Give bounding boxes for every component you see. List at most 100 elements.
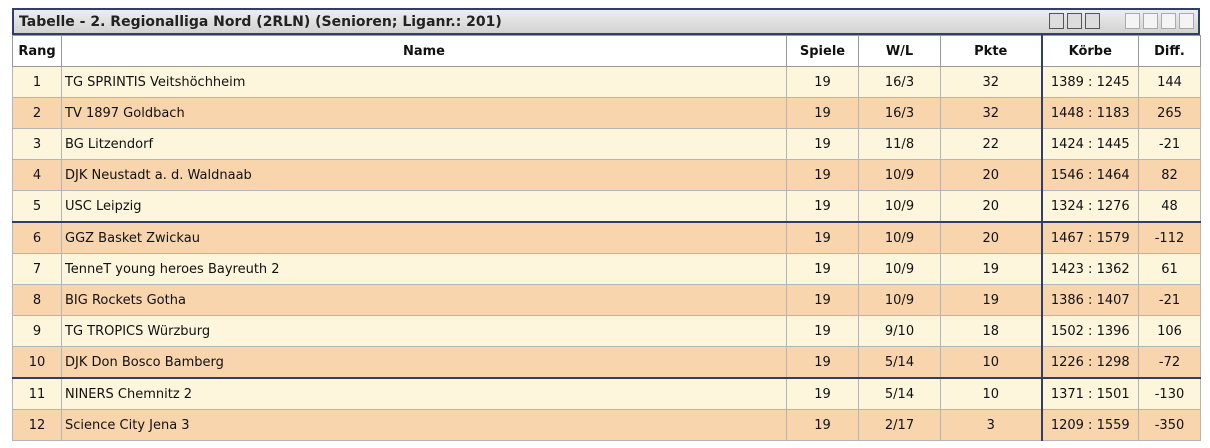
last-page-button[interactable]: [1179, 13, 1194, 29]
column-header: Rang: [12, 35, 62, 67]
table-cell: 19: [786, 190, 859, 223]
column-header: Pkte: [940, 35, 1042, 67]
table-cell: 4: [12, 159, 62, 191]
table-cell: 2: [12, 97, 62, 129]
table-cell: 19: [786, 284, 859, 316]
table-cell: 19: [786, 346, 859, 379]
table-cell: -21: [1138, 284, 1201, 316]
table-cell: 16/3: [858, 66, 941, 98]
table-cell: 10/9: [858, 253, 941, 285]
league-table-panel: Tabelle - 2. Regionalliga Nord (2RLN) (S…: [12, 8, 1201, 441]
table-cell: -350: [1138, 409, 1201, 441]
table-cell: TG SPRINTIS Veitshöchheim: [61, 66, 787, 98]
table-cell: 265: [1138, 97, 1201, 129]
team-row: 7 TenneT young heroes Bayreuth 2 19 10/9 19 1…: [12, 253, 1201, 285]
table-cell: TG TROPICS Würzburg: [61, 315, 787, 347]
table-cell: -130: [1138, 377, 1201, 410]
team-row: 10 DJK Don Bosco Bamberg 19 5/14 10 1226 : 12…: [12, 346, 1201, 379]
export-icon[interactable]: [1067, 13, 1082, 29]
table-cell: BG Litzendorf: [61, 128, 787, 160]
table-cell: TV 1897 Goldbach: [61, 97, 787, 129]
team-row: 9 TG TROPICS Würzburg 19 9/10 18 1502 : 1396 1…: [12, 315, 1201, 347]
table-cell: 19: [786, 128, 859, 160]
table-cell: 5/14: [858, 346, 941, 379]
table-cell: GGZ Basket Zwickau: [61, 221, 787, 254]
table-cell: 20: [940, 190, 1042, 223]
table-cell: 1424 : 1445: [1040, 128, 1139, 160]
first-page-button[interactable]: [1125, 13, 1140, 29]
column-header: Körbe: [1040, 35, 1139, 67]
table-cell: 144: [1138, 66, 1201, 98]
table-cell: 12: [12, 409, 62, 441]
table-cell: 32: [940, 97, 1042, 129]
column-header: Name: [61, 35, 787, 67]
table-cell: 6: [12, 221, 62, 254]
table-cell: 10: [12, 346, 62, 379]
table-cell: 11: [12, 377, 62, 410]
table-cell: -72: [1138, 346, 1201, 379]
team-row: 8 BIG Rockets Gotha 19 10/9 19 1386 : 1407 -21: [12, 284, 1201, 316]
table-cell: -21: [1138, 128, 1201, 160]
table-cell: 19: [786, 97, 859, 129]
team-row: 11 NINERS Chemnitz 2 19 5/14 10 1371 : 1501 -1…: [12, 377, 1201, 410]
table-cell: 19: [786, 377, 859, 410]
table-cell: 106: [1138, 315, 1201, 347]
table-body: 1 TG SPRINTIS Veitshöchheim 19 16/3 32 1389 :…: [12, 66, 1201, 441]
chart-icon[interactable]: [1085, 13, 1100, 29]
header-row: Rang Name Spiele W/L Pkte Körbe Diff.: [12, 35, 1201, 67]
table-cell: 32: [940, 66, 1042, 98]
table-cell: 1467 : 1579: [1040, 221, 1139, 254]
table-cell: 61: [1138, 253, 1201, 285]
print-icon[interactable]: [1049, 13, 1064, 29]
table-cell: 19: [786, 409, 859, 441]
team-row: 3 BG Litzendorf 19 11/8 22 1424 : 1445 -21: [12, 128, 1201, 160]
table-cell: 19: [940, 284, 1042, 316]
table-cell: 1: [12, 66, 62, 98]
table-cell: 9: [12, 315, 62, 347]
table-cell: 1423 : 1362: [1040, 253, 1139, 285]
table-cell: 9/10: [858, 315, 941, 347]
table-cell: 1371 : 1501: [1040, 377, 1139, 410]
table-cell: 8: [12, 284, 62, 316]
team-row: 12 Science City Jena 3 19 2/17 3 1209 : 1559-…: [12, 409, 1201, 441]
table-cell: DJK Neustadt a. d. Waldnaab: [61, 159, 787, 191]
table-cell: 10/9: [858, 159, 941, 191]
standings-table: Rang Name Spiele W/L Pkte Körbe Diff. 1 TG SPRI…: [12, 35, 1201, 441]
column-header: W/L: [858, 35, 941, 67]
table-cell: 10/9: [858, 190, 941, 223]
table-cell: 18: [940, 315, 1042, 347]
table-cell: 19: [786, 159, 859, 191]
table-cell: Science City Jena 3: [61, 409, 787, 441]
toolbar: [1049, 13, 1194, 29]
table-cell: 1209 : 1559: [1040, 409, 1139, 441]
table-cell: 1448 : 1183: [1040, 97, 1139, 129]
table-cell: 11/8: [858, 128, 941, 160]
table-cell: 20: [940, 221, 1042, 254]
table-cell: 5/14: [858, 377, 941, 410]
table-cell: 10: [940, 377, 1042, 410]
table-cell: 1324 : 1276: [1040, 190, 1139, 223]
table-cell: 2/17: [858, 409, 941, 441]
table-cell: 20: [940, 159, 1042, 191]
prev-page-button[interactable]: [1143, 13, 1158, 29]
table-cell: 3: [12, 128, 62, 160]
table-cell: -112: [1138, 221, 1201, 254]
table-cell: 19: [940, 253, 1042, 285]
team-row: 5 USC Leipzig 19 10/9 20 1324 : 1276 48: [12, 190, 1201, 223]
table-cell: BIG Rockets Gotha: [61, 284, 787, 316]
team-row: 2 TV 1897 Goldbach 19 16/3 32 1448 : 1183 265: [12, 97, 1201, 129]
table-cell: 1386 : 1407: [1040, 284, 1139, 316]
title-bar: Tabelle - 2. Regionalliga Nord (2RLN) (S…: [12, 8, 1200, 35]
table-cell: 1226 : 1298: [1040, 346, 1139, 379]
team-row: 6 GGZ Basket Zwickau 19 10/9 20 1467 : 1579 -1…: [12, 221, 1201, 254]
table-cell: 1546 : 1464: [1040, 159, 1139, 191]
table-cell: 10/9: [858, 221, 941, 254]
table-cell: 19: [786, 315, 859, 347]
table-cell: USC Leipzig: [61, 190, 787, 223]
table-cell: 10/9: [858, 284, 941, 316]
table-cell: 16/3: [858, 97, 941, 129]
table-cell: 48: [1138, 190, 1201, 223]
next-page-button[interactable]: [1161, 13, 1176, 29]
table-cell: 19: [786, 221, 859, 254]
